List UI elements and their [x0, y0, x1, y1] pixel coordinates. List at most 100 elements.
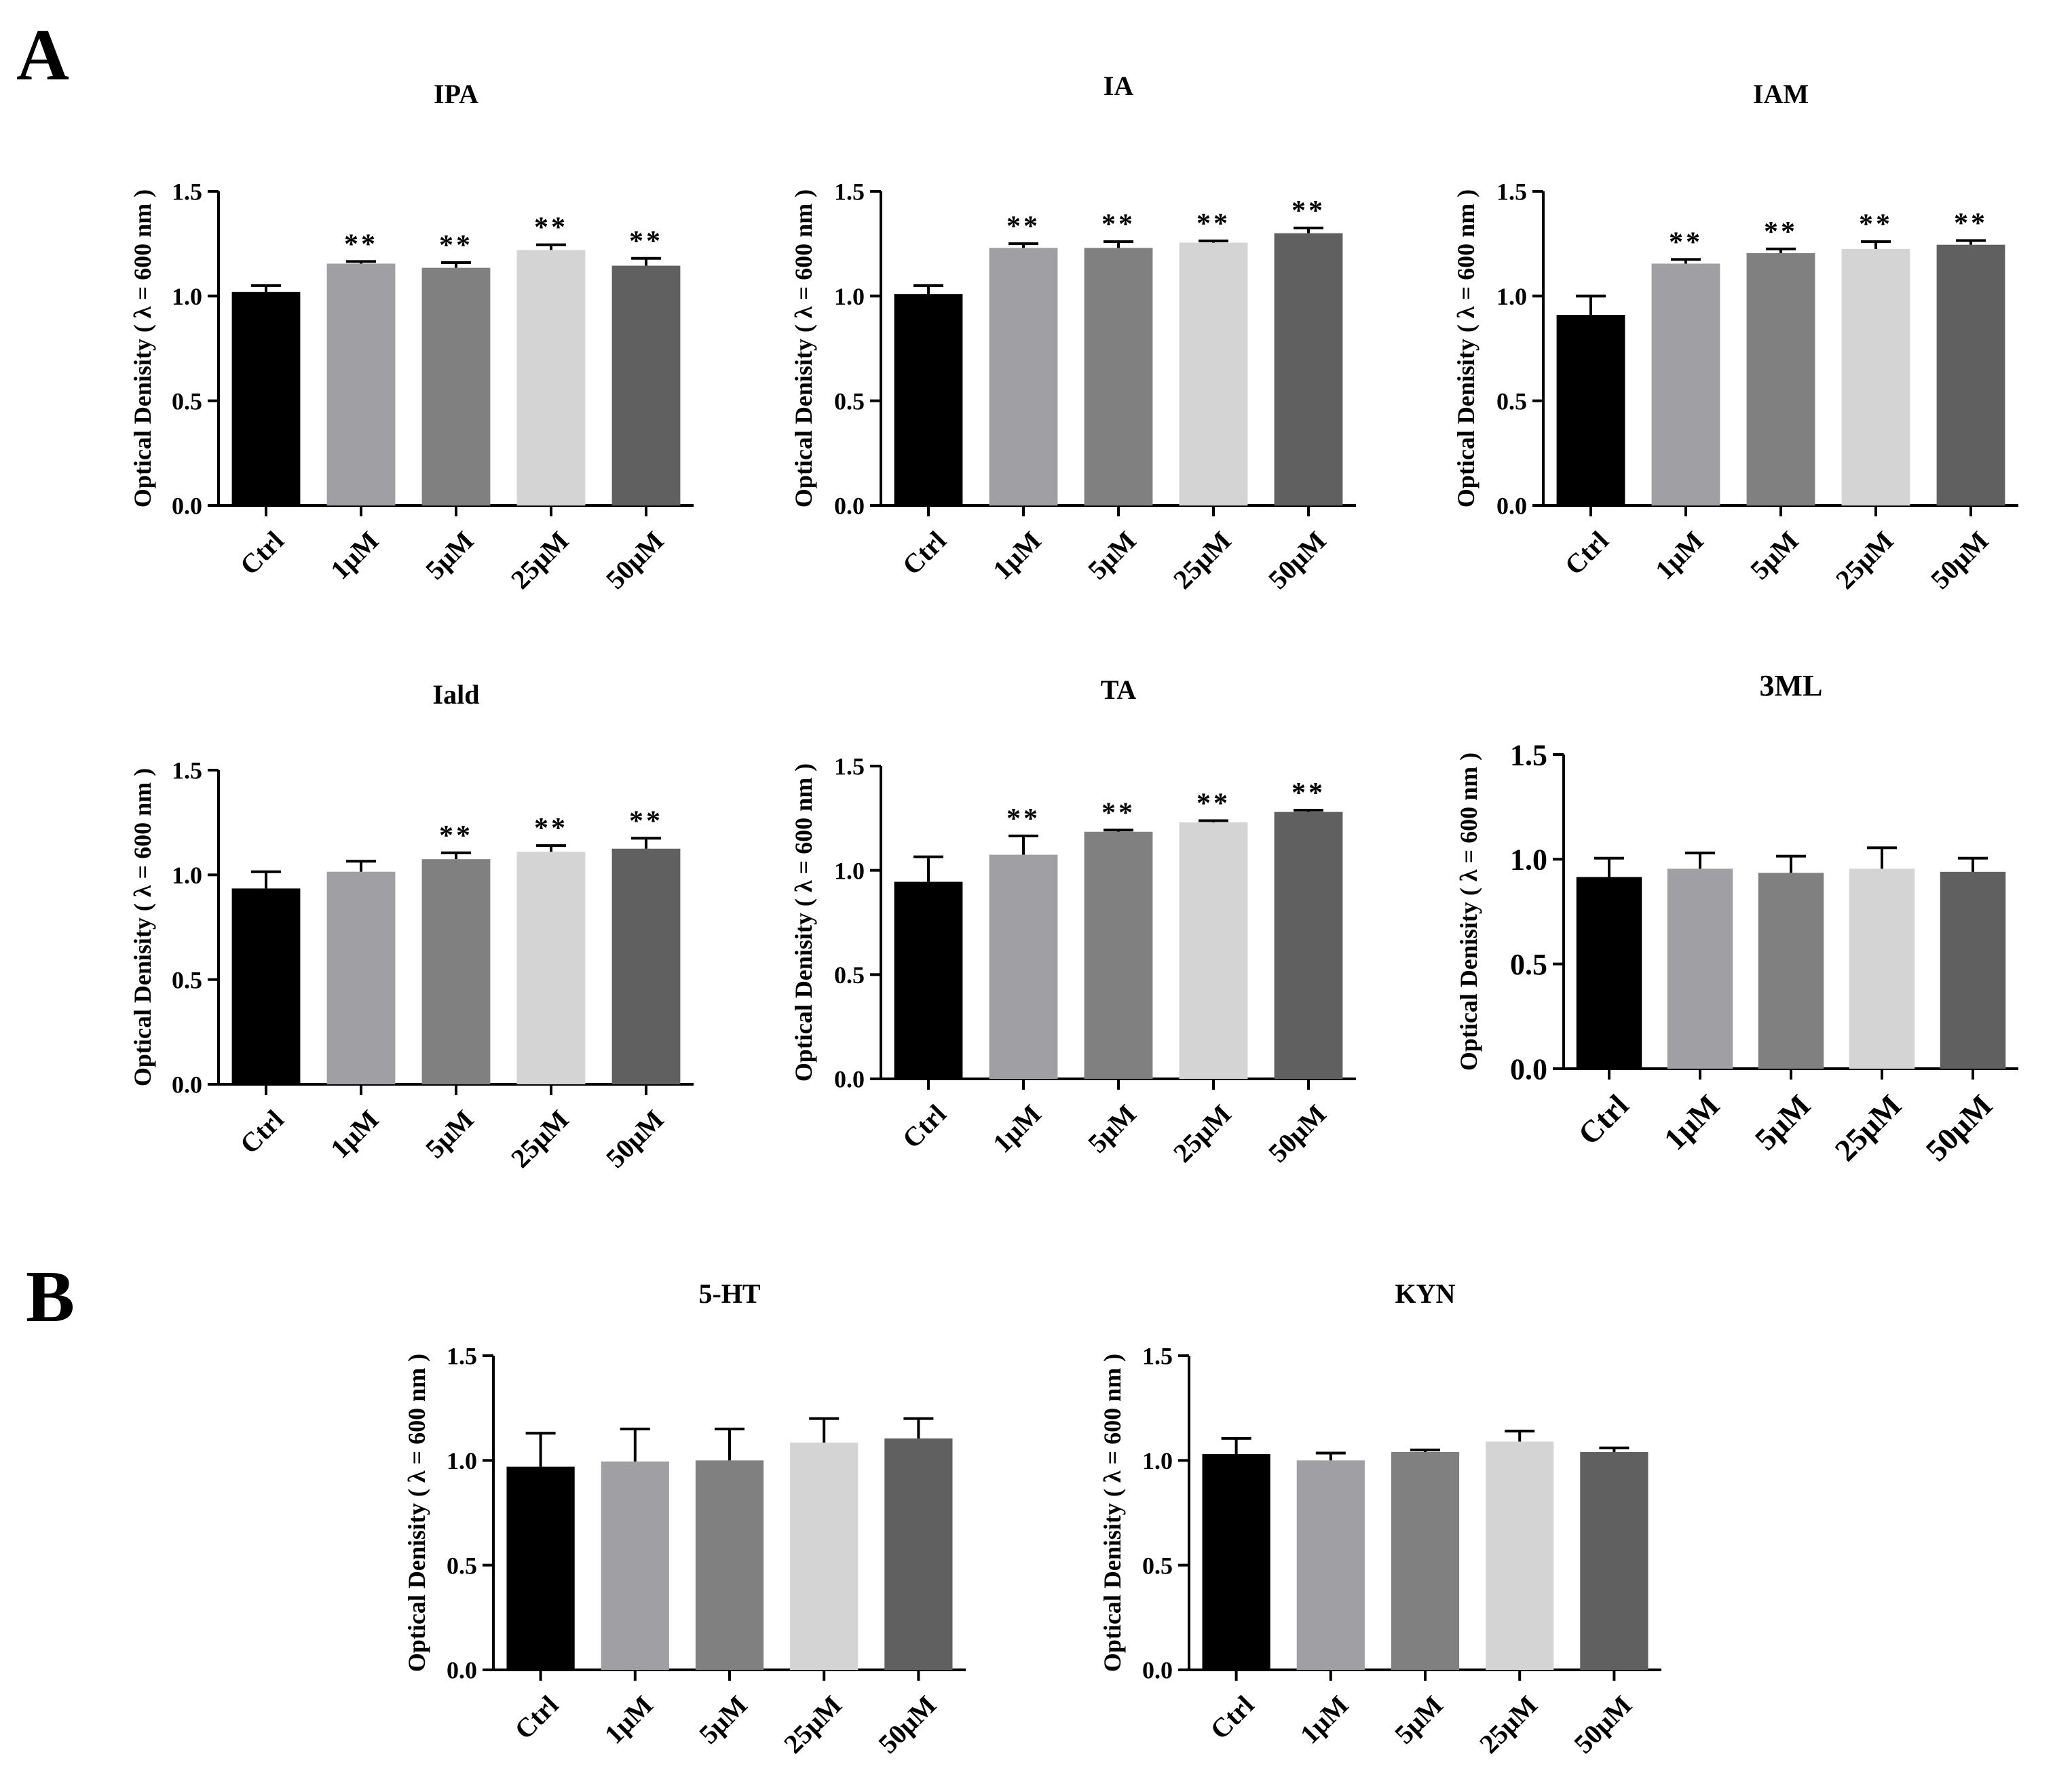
chart-title: Iald	[433, 679, 480, 710]
significance-marker: **	[439, 230, 473, 261]
y-tick-label: 1.0	[1142, 1447, 1173, 1474]
x-tick-label: 5μM	[1082, 525, 1142, 586]
y-tick-label: 1.5	[1496, 178, 1527, 206]
bar	[884, 1438, 953, 1670]
significance-marker: **	[1196, 208, 1230, 240]
y-tick-label: 1.5	[172, 178, 202, 206]
x-tick-label: 50μM	[1919, 1088, 1999, 1168]
x-tick-label: 5μM	[419, 1104, 480, 1164]
x-tick-label: 5μM	[693, 1690, 753, 1750]
chart-title: KYN	[1395, 1278, 1456, 1309]
y-tick-label: 0.0	[1142, 1657, 1173, 1684]
x-tick-label: 1μM	[599, 1690, 659, 1750]
bar	[695, 1460, 764, 1670]
x-tick-label: 50μM	[872, 1690, 942, 1759]
y-tick-label: 0.5	[447, 1552, 477, 1579]
significance-marker: **	[1006, 211, 1040, 242]
y-tick-label: 1.0	[834, 857, 865, 884]
y-tick-label: 0.0	[172, 1071, 202, 1099]
significance-marker: **	[1954, 208, 1988, 240]
bar	[1758, 873, 1824, 1069]
x-tick-label: 25μM	[505, 525, 575, 595]
bar	[1936, 244, 2005, 506]
x-tick-label: 25μM	[778, 1690, 848, 1759]
y-tick-label: 0.0	[834, 1066, 865, 1093]
x-tick-label: 25μM	[1167, 525, 1237, 595]
x-tick-label: Ctrl	[1559, 525, 1615, 581]
x-tick-label: Ctrl	[897, 1099, 952, 1154]
y-tick-label: 0.5	[1510, 948, 1547, 981]
panel-label-b: B	[26, 1257, 75, 1337]
bar	[1179, 242, 1248, 506]
significance-marker: **	[344, 229, 378, 260]
bar	[1651, 263, 1720, 506]
y-tick-label: 1.5	[1510, 738, 1547, 771]
y-tick-label: 0.5	[1142, 1552, 1173, 1579]
y-axis-label: Optical Denisity ( λ = 600 nm )	[1099, 1354, 1126, 1672]
x-tick-label: Ctrl	[508, 1690, 564, 1745]
significance-marker: **	[1101, 209, 1135, 240]
x-tick-label: 5μM	[1748, 1088, 1817, 1156]
x-tick-label: 50μM	[600, 1104, 670, 1174]
y-tick-label: 1.0	[1496, 283, 1527, 310]
significance-marker: **	[1101, 797, 1135, 828]
bar	[1084, 248, 1153, 506]
bar	[1084, 831, 1153, 1079]
y-tick-label: 1.0	[172, 862, 202, 889]
chart-title: 3ML	[1760, 669, 1823, 702]
significance-marker: **	[629, 226, 663, 257]
y-tick-label: 0.5	[834, 961, 865, 989]
x-tick-label: 1μM	[324, 1104, 385, 1164]
x-tick-label: Ctrl	[897, 525, 952, 581]
significance-marker: **	[1292, 195, 1325, 227]
bar	[421, 267, 491, 506]
x-tick-label: 5μM	[419, 525, 480, 586]
bar	[1296, 1460, 1365, 1670]
significance-marker: **	[1006, 803, 1040, 835]
x-tick-label: Ctrl	[1571, 1088, 1635, 1151]
chart-7: KYN Optical Denisity ( λ = 600 nm ) 0.0 0.5…	[1099, 1278, 1661, 1759]
bar	[1746, 253, 1815, 506]
x-tick-label: 1μM	[1649, 525, 1710, 586]
x-tick-label: 5μM	[1744, 525, 1805, 586]
bar	[326, 871, 396, 1084]
bar	[1202, 1454, 1270, 1670]
x-tick-label: Ctrl	[234, 525, 290, 581]
significance-marker: **	[1859, 209, 1893, 240]
bar	[894, 881, 963, 1079]
chart-title: IAM	[1753, 79, 1809, 109]
x-tick-label: 50μM	[1262, 1099, 1332, 1168]
y-tick-label: 0.0	[834, 493, 865, 520]
y-axis-label: Optical Denisity ( λ = 600 nm )	[129, 189, 156, 508]
chart-title: 5-HT	[698, 1278, 760, 1309]
significance-marker: **	[534, 212, 568, 244]
significance-marker: **	[439, 820, 473, 852]
bar	[1391, 1451, 1460, 1670]
y-axis-label: Optical Denisity ( λ = 600 nm )	[1455, 752, 1482, 1071]
bar	[1179, 822, 1248, 1079]
bar	[1940, 871, 2006, 1069]
x-tick-label: 25μM	[1473, 1690, 1543, 1759]
bar	[231, 888, 301, 1084]
chart-0: IPA Optical Denisity ( λ = 600 nm ) 0.0 0.5…	[129, 79, 694, 595]
x-tick-label: 1μM	[1657, 1088, 1726, 1156]
y-tick-label: 0.0	[1496, 493, 1527, 520]
significance-marker: **	[1292, 778, 1325, 809]
chart-4: TA Optical Denisity ( λ = 600 nm ) 0.0 0.5 1…	[790, 674, 1356, 1168]
x-tick-label: 25μM	[1828, 1088, 1908, 1168]
bar	[611, 848, 681, 1084]
x-tick-label: Ctrl	[1204, 1690, 1260, 1745]
x-tick-label: 50μM	[1925, 525, 1995, 595]
bar	[1667, 869, 1733, 1069]
y-tick-label: 0.5	[172, 966, 202, 993]
bar	[516, 852, 586, 1084]
y-tick-label: 0.0	[172, 493, 202, 520]
x-tick-label: 25μM	[505, 1104, 575, 1174]
y-tick-label: 0.0	[447, 1657, 477, 1684]
bar	[326, 263, 396, 506]
y-axis-label: Optical Denisity ( λ = 600 nm )	[129, 768, 156, 1086]
chart-title: TA	[1101, 674, 1137, 705]
bar	[421, 859, 491, 1084]
